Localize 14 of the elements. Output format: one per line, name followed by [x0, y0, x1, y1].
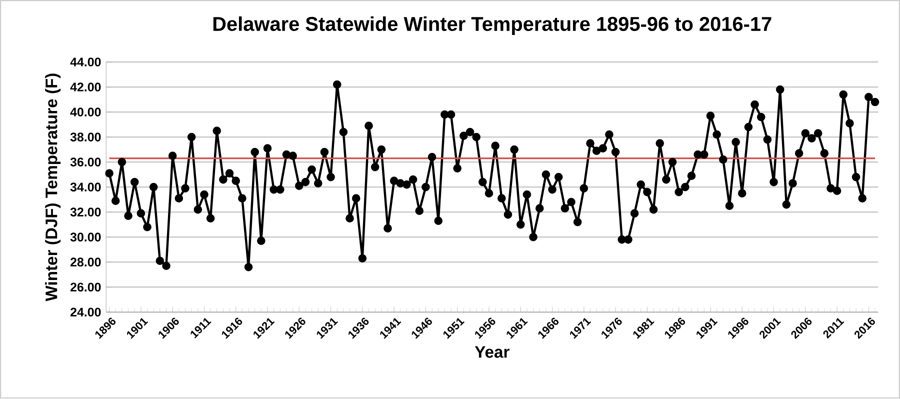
y-tick-label: 38.00 — [70, 132, 101, 142]
y-tick-label: 44.00 — [70, 58, 101, 67]
y-tick-label: 24.00 — [70, 308, 101, 317]
y-tick-label: 30.00 — [70, 232, 101, 242]
y-tick-label: 28.00 — [70, 258, 101, 267]
chart-title: Delaware Statewide Winter Temperature 1895-96 to 2016-17 — [213, 16, 772, 36]
y-tick-label: 40.00 — [70, 108, 101, 117]
y-tick-label: 26.00 — [70, 282, 101, 292]
y-tick-label: 34.00 — [70, 182, 101, 192]
y-tick-label: 36.00 — [70, 158, 101, 167]
y-tick-label: 42.00 — [70, 82, 101, 92]
y-axis-title: Winter (DJF) Temperature (F) — [45, 74, 61, 302]
x-axis-title: Year — [474, 346, 510, 358]
y-tick-label: 32.00 — [70, 208, 101, 217]
